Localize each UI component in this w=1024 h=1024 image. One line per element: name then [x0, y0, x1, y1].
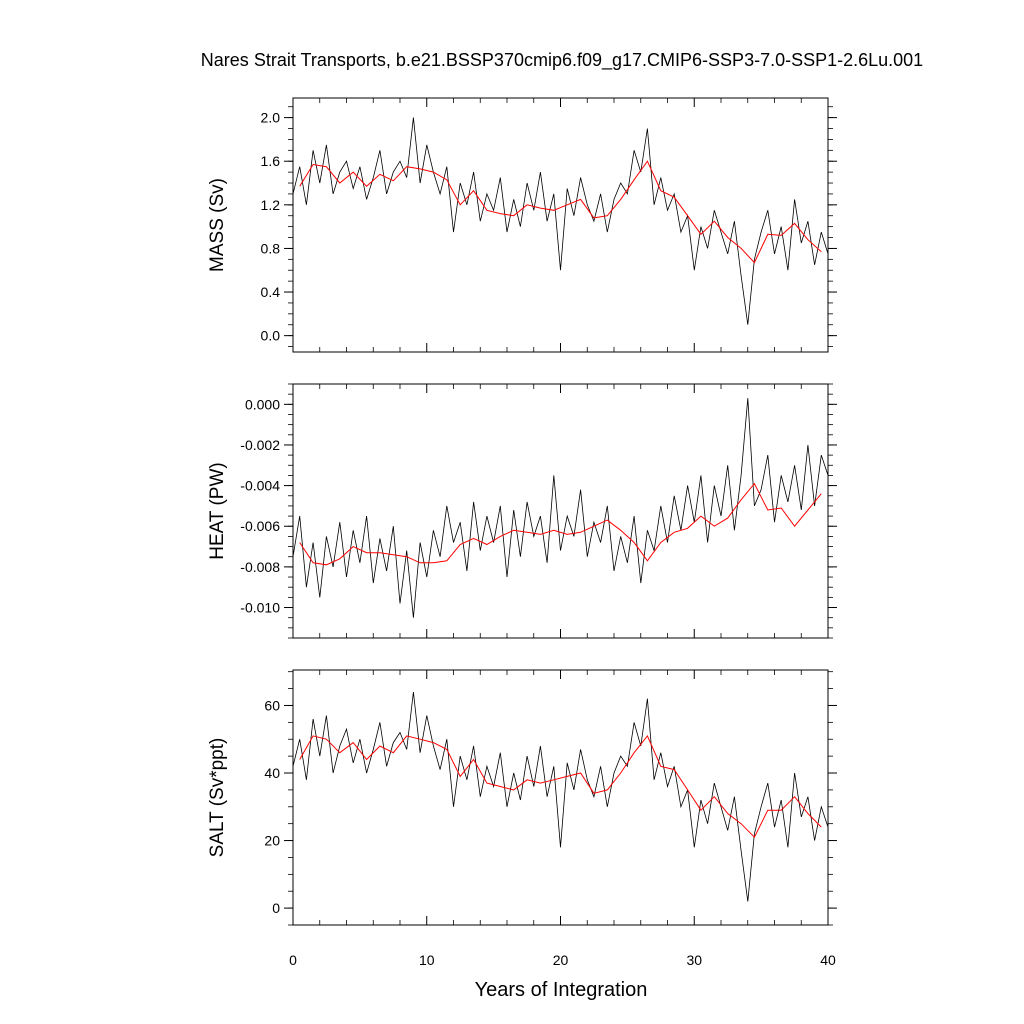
salt-annual-line: [299, 734, 822, 839]
salt-xtick-label: 10: [419, 952, 435, 968]
chart-title: Nares Strait Transports, b.e21.BSSP370cm…: [201, 50, 923, 71]
mass-ytick-label: 2.0: [261, 110, 281, 126]
salt-ytick-label: 20: [264, 833, 280, 849]
salt-xtick-label: 30: [686, 952, 702, 968]
mass-ytick-label: 0.0: [261, 328, 281, 344]
salt-xtick-label: 40: [820, 952, 836, 968]
mass-panel: 0.0 0.4 0.8 1.2 1.6 2.0 MASS (Sv): [207, 97, 837, 353]
salt-ytick-label: 60: [264, 697, 280, 713]
heat-ytick-label: -0.004: [240, 478, 280, 494]
salt-ytick-label: 40: [264, 765, 280, 781]
mass-y-axis-label: MASS (Sv): [207, 178, 228, 272]
salt-panel: 0 20 40 60 0 10 20 30 40 SALT (Sv*ppt): [207, 669, 837, 968]
heat-ytick-label: -0.008: [240, 559, 280, 575]
heat-y-axis-label: HEAT (PW): [207, 462, 228, 559]
salt-xtick-label: 20: [553, 952, 569, 968]
heat-ytick-label: -0.010: [240, 600, 280, 616]
salt-xtick-label: 0: [289, 952, 297, 968]
mass-ytick-label: 1.6: [261, 153, 281, 169]
salt-y-axis-label: SALT (Sv*ppt): [207, 738, 228, 858]
mass-ytick-label: 0.8: [261, 240, 281, 256]
mass-plot-frame: [292, 97, 829, 353]
heat-plot-frame: [292, 383, 829, 639]
heat-ytick-label: -0.002: [240, 437, 280, 453]
mass-ytick-label: 0.4: [261, 284, 281, 300]
heat-ytick-label: -0.006: [240, 518, 280, 534]
salt-monthly-line: [293, 691, 828, 902]
heat-annual-line: [299, 482, 822, 566]
mass-ytick-label: 1.2: [261, 197, 281, 213]
heat-panel: -0.010 -0.008 -0.006 -0.004 -0.002 0.000 HEAT …: [207, 383, 837, 639]
mass-monthly-line: [293, 117, 828, 325]
heat-monthly-line: [293, 398, 828, 618]
salt-ytick-label: 0: [272, 900, 280, 916]
heat-ytick-label: 0.000: [245, 396, 280, 412]
salt-plot-frame: [292, 669, 829, 926]
mass-annual-line: [299, 160, 822, 264]
x-axis-label: Years of Integration: [475, 979, 648, 1001]
